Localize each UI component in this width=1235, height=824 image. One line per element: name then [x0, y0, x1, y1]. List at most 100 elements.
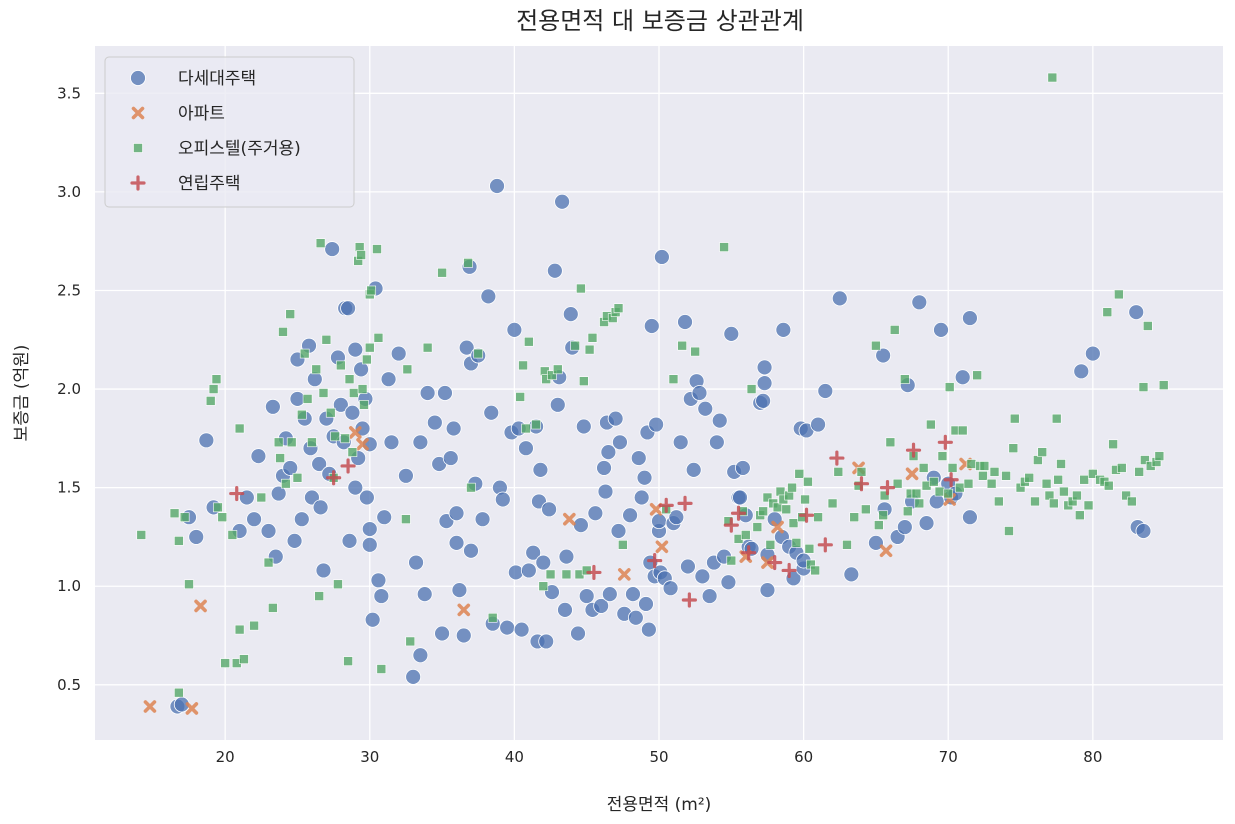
circle-point — [918, 515, 935, 532]
square-point — [677, 340, 687, 351]
square-point — [804, 543, 815, 554]
legend-box — [104, 56, 355, 208]
square-point — [1114, 289, 1124, 300]
plus-point — [937, 434, 953, 450]
square-point — [356, 250, 366, 260]
square-point — [1051, 413, 1062, 424]
square-point — [275, 453, 285, 463]
square-point — [892, 478, 903, 489]
circle-point — [532, 461, 549, 478]
circle-point — [445, 420, 462, 437]
square-point — [584, 344, 595, 355]
x-point — [879, 544, 893, 558]
square-point — [330, 431, 340, 442]
x-tick-label: 80 — [1083, 748, 1102, 766]
circle-point — [499, 619, 516, 636]
circle-point — [324, 241, 341, 257]
square-point — [359, 400, 369, 410]
square-point — [1047, 72, 1058, 83]
circle-point — [596, 460, 612, 476]
x-point — [194, 599, 207, 613]
x-point — [617, 568, 631, 581]
square-point — [986, 478, 997, 489]
x-point — [655, 540, 669, 554]
square-point — [302, 394, 313, 404]
circle-point — [557, 601, 573, 618]
square-point — [552, 364, 563, 375]
series-plus — [229, 434, 959, 608]
circle-point — [810, 416, 826, 433]
circle-point — [353, 361, 369, 378]
square-point — [827, 498, 838, 509]
series-circle — [169, 178, 1152, 715]
circle-point — [622, 507, 638, 524]
plus-point — [853, 476, 870, 492]
square-point — [989, 467, 1000, 477]
square-point — [889, 325, 900, 335]
circle-point — [600, 444, 617, 461]
circle-point — [373, 588, 390, 604]
circle-point — [732, 489, 748, 506]
square-point — [1030, 496, 1040, 507]
circle-point — [575, 418, 592, 435]
circle-point — [398, 467, 414, 484]
circle-point — [458, 339, 475, 356]
square-point — [401, 514, 411, 524]
square-point — [333, 579, 343, 590]
square-point — [487, 612, 498, 623]
plus-point — [730, 505, 747, 521]
circle-point — [691, 385, 708, 401]
y-tick-label: 1.5 — [57, 479, 81, 497]
square-point — [954, 482, 965, 493]
square-point — [263, 557, 274, 568]
square-point — [874, 520, 884, 530]
square-point — [1009, 413, 1020, 424]
square-point — [227, 530, 238, 540]
circle-point — [627, 609, 644, 626]
square-point — [853, 480, 864, 491]
circle-point — [734, 460, 751, 476]
legend-marker-x — [131, 106, 145, 120]
square-point — [918, 463, 929, 473]
circle-point — [250, 448, 267, 464]
plus-point — [943, 472, 959, 488]
square-point — [349, 388, 359, 398]
square-point — [278, 327, 288, 337]
circle-point — [198, 432, 215, 449]
square-point — [978, 471, 988, 481]
square-point — [405, 636, 416, 647]
square-point — [268, 603, 278, 613]
plus-point — [326, 470, 342, 486]
square-point — [545, 569, 556, 580]
square-point — [281, 478, 291, 489]
square-point — [781, 504, 792, 515]
square-point — [1059, 486, 1069, 497]
circle-point — [341, 532, 358, 549]
square-point — [746, 384, 757, 394]
square-point — [524, 336, 534, 347]
square-point — [726, 555, 737, 566]
square-point — [1079, 474, 1089, 485]
circle-point — [831, 290, 848, 307]
square-point — [466, 482, 476, 493]
circle-point — [538, 633, 555, 650]
square-point — [581, 565, 592, 576]
circle-point — [648, 416, 665, 433]
square-point — [169, 508, 180, 519]
x-tick-label: 70 — [939, 748, 958, 766]
circle-point — [412, 434, 429, 451]
circle-point — [293, 511, 310, 528]
circle-point — [587, 505, 604, 522]
circle-point — [651, 513, 667, 530]
circle-point — [1135, 523, 1152, 539]
square-point — [911, 488, 922, 499]
square-point — [292, 472, 303, 483]
circle-point — [775, 322, 792, 338]
x-point — [563, 512, 576, 526]
square-point — [979, 461, 990, 471]
legend-label: 다세대주택 — [178, 69, 256, 89]
data-points — [136, 72, 1169, 715]
plus-point — [723, 517, 739, 533]
circle-point — [364, 611, 381, 628]
square-point — [914, 498, 925, 509]
